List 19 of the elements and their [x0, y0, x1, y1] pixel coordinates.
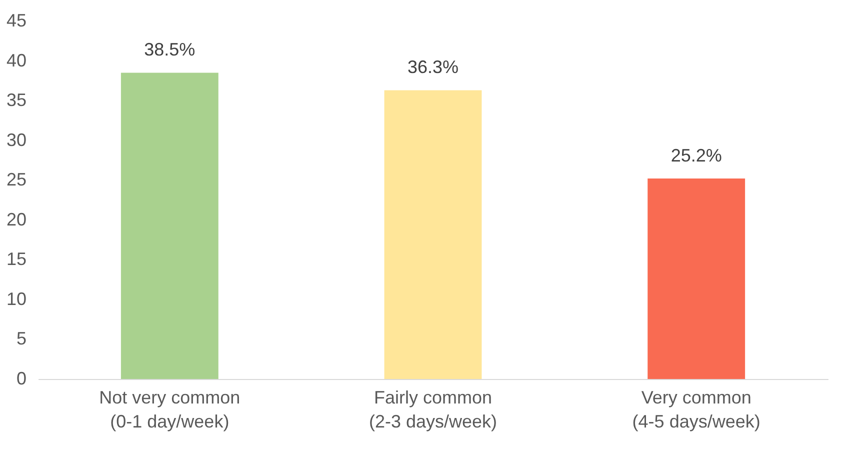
y-tick-label: 15 — [6, 249, 26, 270]
bar — [384, 90, 482, 379]
bar — [648, 178, 746, 379]
y-tick-label: 0 — [16, 368, 26, 388]
x-tick-label: Not very common (0-1 day/week) — [99, 388, 240, 432]
y-tick-label: 45 — [6, 10, 26, 30]
y-tick-label: 10 — [6, 288, 26, 309]
bar — [120, 72, 218, 379]
y-tick-label: 40 — [6, 50, 26, 70]
x-tick-label: Fairly common (2-3 days/week) — [368, 388, 498, 432]
y-tick-label: 20 — [6, 209, 26, 230]
data-label: 36.3% — [407, 57, 459, 78]
y-tick-label: 30 — [6, 130, 26, 150]
y-tick-label: 35 — [6, 90, 26, 110]
y-tick-label: 5 — [16, 328, 26, 349]
x-tick-label: Very common (4-5 days/week) — [632, 388, 760, 432]
data-label: 25.2% — [670, 146, 722, 166]
data-label: 38.5% — [144, 40, 196, 60]
y-tick-label: 25 — [6, 170, 26, 190]
